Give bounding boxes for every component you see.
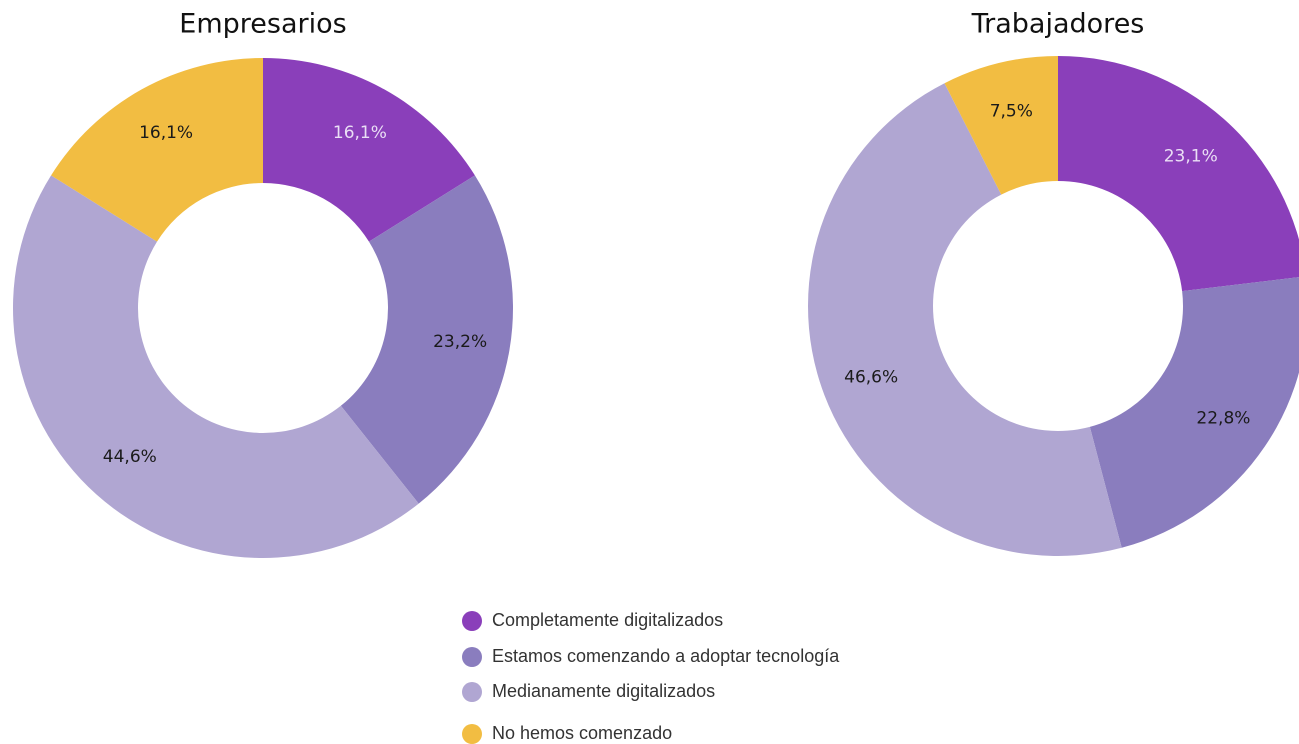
legend-swatch (462, 682, 482, 702)
donut-slice (1058, 56, 1299, 292)
value-label: 46,6% (844, 367, 898, 387)
value-label: 44,6% (103, 447, 157, 467)
chart-title: Empresarios (179, 9, 346, 40)
donut-slice (1089, 277, 1299, 548)
donut-slice (51, 58, 263, 242)
legend-label: Medianamente digitalizados (492, 681, 715, 701)
donut-slice (263, 58, 475, 242)
value-label: 16,1% (139, 123, 193, 143)
value-label: 23,2% (433, 332, 487, 352)
value-label: 23,1% (1164, 146, 1218, 166)
donut-slice (944, 56, 1058, 195)
value-label: 16,1% (333, 123, 387, 143)
legend-label: Estamos comenzando a adoptar tecnología (492, 646, 840, 666)
value-label: 22,8% (1196, 408, 1250, 428)
legend-label: No hemos comenzado (492, 723, 672, 743)
legend-swatch (462, 724, 482, 744)
legend-swatch (462, 611, 482, 631)
donut-slice (340, 175, 513, 504)
legend-label: Completamente digitalizados (492, 610, 723, 630)
legend-swatch (462, 647, 482, 667)
donut-slice (12, 175, 419, 559)
value-label: 7,5% (990, 102, 1033, 122)
chart-title: Trabajadores (971, 9, 1145, 40)
donut-slice (808, 83, 1122, 557)
